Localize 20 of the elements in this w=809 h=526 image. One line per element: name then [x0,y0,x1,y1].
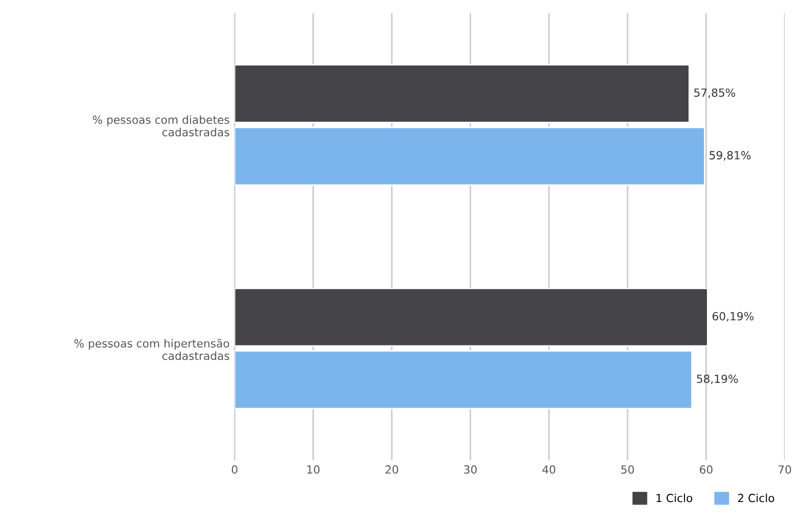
x-tick-label: 30 [464,465,477,474]
data-label: 59,81% [710,151,751,161]
x-tick-label: 20 [386,465,398,474]
legend-label: 2 Ciclo [738,494,774,502]
data-label: 57,85% [694,88,736,98]
bar [234,288,708,347]
data-label: 58,19% [696,374,738,384]
x-tick-label: 50 [621,465,634,474]
x-tick-label: 60 [700,465,712,474]
x-tick-label: 10 [307,465,320,474]
x-tick-label: 0 [232,465,238,474]
x-tick-label: 40 [542,465,556,474]
x-tick-label: 70 [778,465,792,474]
y-tick-label: % pessoas com diabetes cadastradas [92,115,230,136]
bar [234,64,690,124]
bar [234,126,706,186]
bar [234,350,693,410]
data-label: 60,19% [712,312,754,322]
y-tick-label: % pessoas com hipertensão cadastradas [74,338,230,360]
legend-label: 1 Ciclo [656,494,692,502]
